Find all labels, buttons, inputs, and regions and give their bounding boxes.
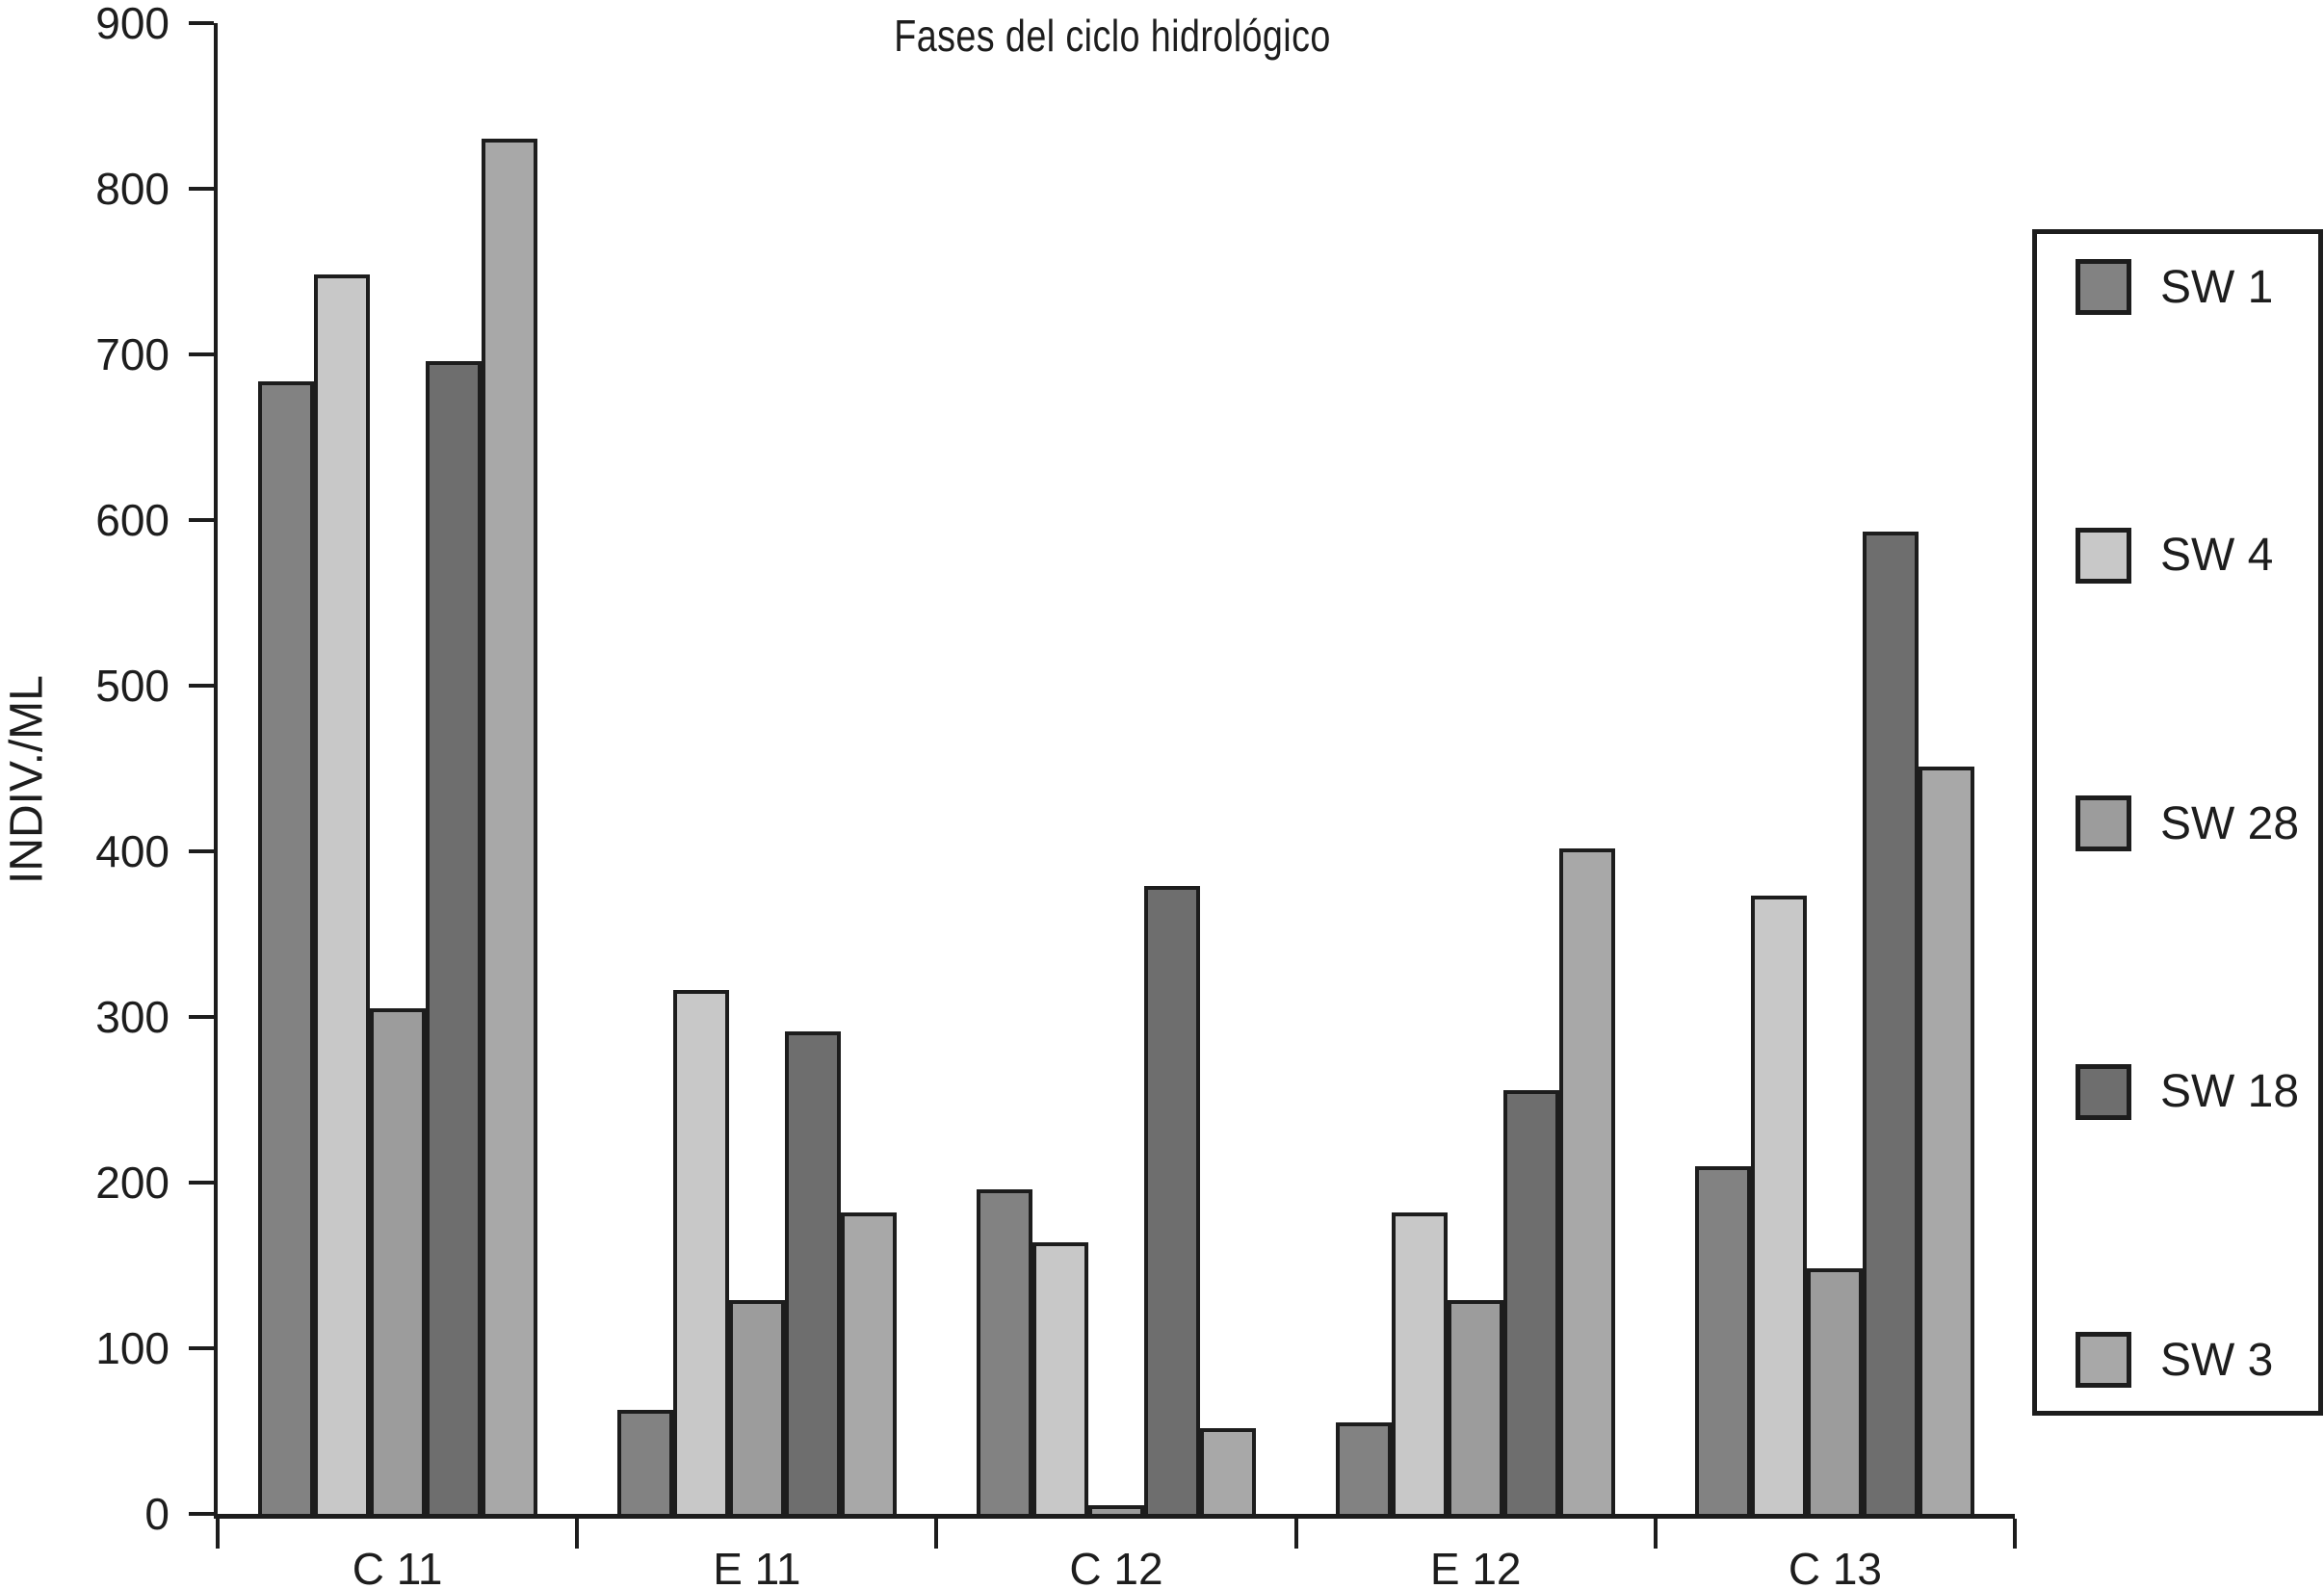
legend-entry-sw-4: SW 4 — [2076, 527, 2311, 584]
bar-sw-28-c-13 — [1807, 1268, 1864, 1514]
bar-sw-4-c-12 — [1032, 1241, 1088, 1514]
y-tick-200 — [189, 1181, 214, 1185]
bar-sw-1-c-13 — [1695, 1165, 1752, 1514]
y-tick-label-900: 900 — [95, 0, 170, 48]
bar-groups — [218, 23, 2015, 1514]
legend-swatch-sw-3 — [2076, 1332, 2131, 1388]
legend-entry-sw-28: SW 28 — [2076, 795, 2311, 851]
legend-swatch-sw-4 — [2076, 527, 2131, 584]
legend-label-sw-4: SW 4 — [2160, 530, 2274, 581]
bar-sw-1-e-12 — [1336, 1422, 1393, 1514]
legend-label-sw-3: SW 3 — [2160, 1334, 2274, 1386]
bar-sw-18-e-12 — [1503, 1089, 1560, 1514]
y-tick-label-800: 800 — [95, 163, 170, 214]
bar-sw-18-e-11 — [784, 1031, 841, 1514]
y-tick-300 — [189, 1014, 214, 1019]
x-tick-4 — [1653, 1519, 1658, 1549]
y-tick-0 — [189, 1512, 214, 1516]
legend-label-sw-1: SW 1 — [2160, 261, 2274, 313]
bar-sw-28-e-11 — [728, 1300, 785, 1514]
bar-sw-28-c-12 — [1088, 1505, 1144, 1514]
bar-sw-3-c-13 — [1919, 767, 1975, 1514]
y-axis-label: INDIV./ML — [1, 675, 53, 884]
bar-group-c-13 — [1656, 23, 2015, 1514]
bar-sw-28-c-11 — [369, 1008, 426, 1514]
legend-label-sw-18: SW 18 — [2160, 1066, 2300, 1117]
y-tick-800 — [189, 186, 214, 191]
y-tick-label-200: 200 — [95, 1158, 170, 1208]
y-tick-400 — [189, 849, 214, 853]
x-label-c-11: C 11 — [352, 1544, 443, 1589]
y-tick-100 — [189, 1345, 214, 1350]
bar-sw-1-c-12 — [977, 1188, 1032, 1514]
x-tick-3 — [1293, 1519, 1298, 1549]
legend-entry-sw-3: SW 3 — [2076, 1332, 2311, 1388]
x-label-c-13: C 13 — [1788, 1544, 1882, 1589]
y-tick-label-400: 400 — [95, 826, 170, 876]
plot-area: 900 800 700 600 500 400 300 200 100 0 C 11 E 11 C 1… — [95, 0, 2017, 1589]
legend-swatch-sw-1 — [2076, 259, 2131, 315]
y-tick-500 — [189, 683, 214, 688]
bar-sw-3-c-12 — [1200, 1427, 1256, 1514]
legend-swatch-sw-28 — [2076, 795, 2131, 851]
bar-sw-28-e-12 — [1448, 1300, 1504, 1514]
x-tick-5 — [2013, 1519, 2017, 1549]
bar-group-e-12 — [1296, 23, 1656, 1514]
bar-sw-1-c-11 — [257, 380, 314, 1514]
bar-sw-3-e-11 — [840, 1211, 897, 1514]
x-label-e-11: E 11 — [713, 1544, 801, 1589]
y-tick-900 — [189, 21, 214, 25]
y-tick-label-100: 100 — [95, 1322, 170, 1373]
bar-sw-4-c-13 — [1751, 896, 1808, 1514]
y-tick-label-0: 0 — [144, 1489, 170, 1539]
bar-sw-4-c-11 — [313, 274, 370, 1514]
bar-sw-1-e-11 — [616, 1409, 673, 1514]
chart-title: Fases del ciclo hidrológico — [894, 11, 1331, 61]
y-tick-700 — [189, 352, 214, 356]
y-tick-label-300: 300 — [95, 991, 170, 1042]
bar-group-e-11 — [577, 23, 936, 1514]
bar-sw-18-c-13 — [1863, 532, 1919, 1514]
bar-sw-4-e-11 — [672, 990, 729, 1514]
bar-sw-4-e-12 — [1392, 1211, 1449, 1514]
bar-sw-18-c-11 — [425, 360, 482, 1514]
x-tick-2 — [934, 1519, 939, 1549]
y-tick-label-700: 700 — [95, 328, 170, 379]
x-tick-1 — [575, 1519, 580, 1549]
bar-sw-3-c-11 — [481, 139, 537, 1514]
x-tick-0 — [216, 1519, 220, 1549]
bar-sw-3-e-12 — [1559, 847, 1616, 1514]
legend-swatch-sw-18 — [2076, 1063, 2131, 1120]
bar-sw-18-c-12 — [1144, 886, 1200, 1514]
legend-entry-sw-18: SW 18 — [2076, 1063, 2311, 1120]
bar-group-c-12 — [936, 23, 1295, 1514]
x-label-e-12: E 12 — [1429, 1544, 1522, 1589]
y-tick-label-500: 500 — [95, 660, 170, 711]
legend-label-sw-28: SW 28 — [2160, 797, 2300, 849]
x-label-c-12: C 12 — [1069, 1544, 1163, 1589]
bar-group-c-11 — [218, 23, 577, 1514]
legend-entry-sw-1: SW 1 — [2076, 259, 2311, 315]
y-tick-label-600: 600 — [95, 494, 170, 545]
x-labels: C 11 E 11 C 12 E 12 C 13 — [218, 1543, 2015, 1589]
legend: SW 1 SW 4 SW 28 SW 18 SW 3 — [2032, 229, 2323, 1416]
y-tick-600 — [189, 517, 214, 522]
